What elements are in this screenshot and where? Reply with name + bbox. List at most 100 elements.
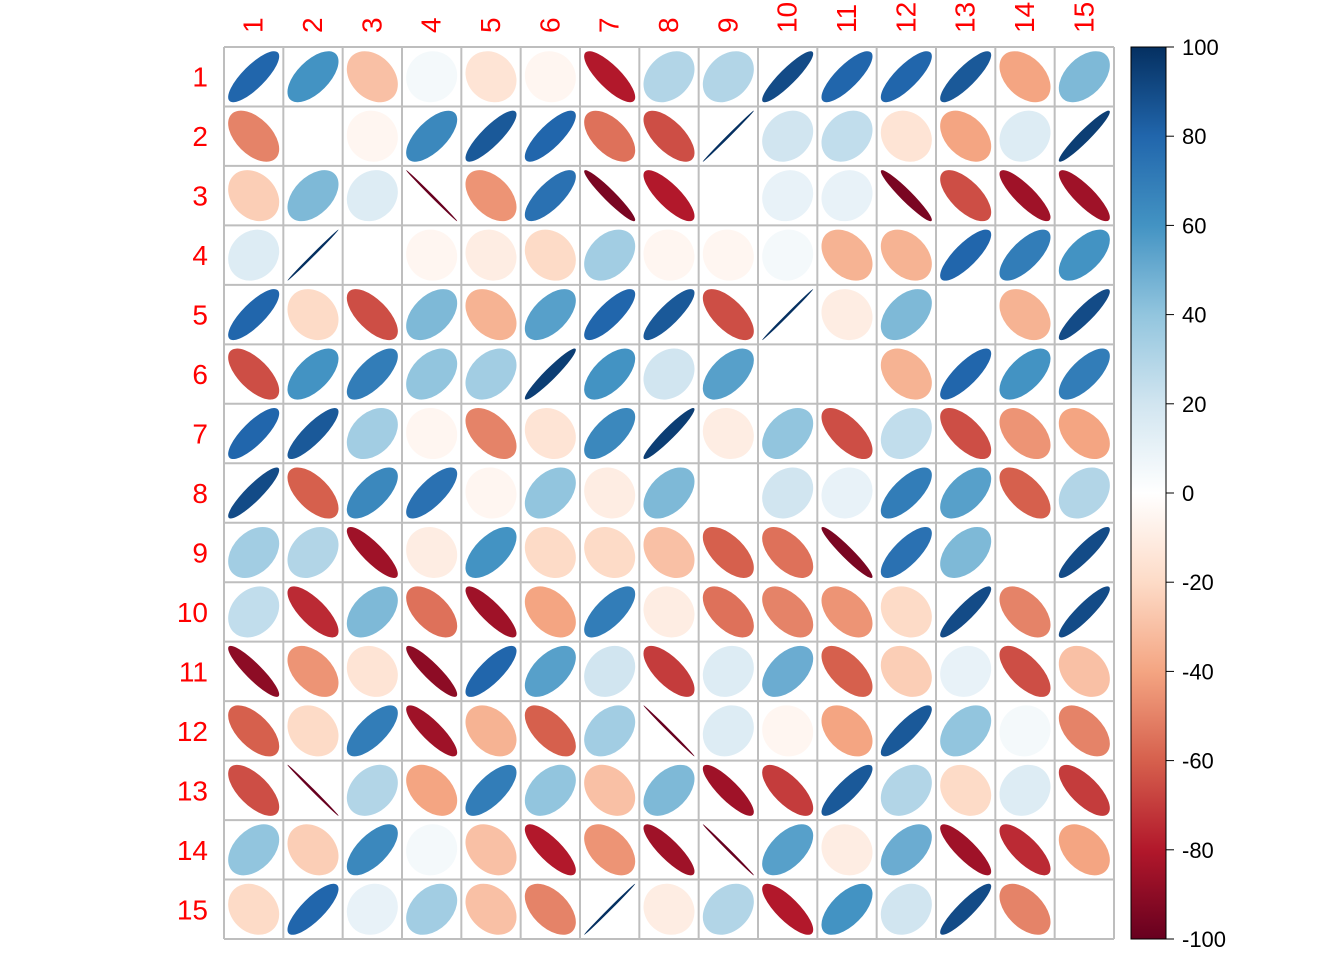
- ellipse-r15-c11: [821, 883, 873, 935]
- ellipse-r3-c12: [880, 170, 932, 222]
- ellipse-r6-c2: [287, 348, 339, 400]
- ellipse-r1-c11: [821, 51, 873, 103]
- ellipse-r5-c2: [287, 289, 339, 341]
- ellipse-r4-c4: [406, 229, 458, 281]
- ellipse-r9-c9: [702, 526, 754, 578]
- ellipse-r12-c4: [406, 705, 458, 757]
- ellipse-r1-c10: [762, 51, 814, 103]
- ellipse-r14-c8: [643, 824, 695, 876]
- ellipse-r5-c6: [524, 289, 576, 341]
- ellipse-r7-c5: [465, 408, 517, 460]
- color-scale-tick-label: -20: [1182, 570, 1214, 595]
- ellipse-r2-c1: [228, 110, 280, 162]
- ellipse-r2-c7: [584, 110, 636, 162]
- ellipse-r15-c10: [762, 883, 814, 935]
- ellipse-r7-c12: [880, 408, 932, 460]
- ellipse-r15-c2: [287, 883, 339, 935]
- column-label: 11: [831, 4, 862, 33]
- ellipse-r10-c14: [999, 586, 1051, 638]
- ellipse-r7-c13: [940, 408, 992, 460]
- ellipse-r12-c13: [940, 705, 992, 757]
- ellipse-r13-c14: [999, 764, 1051, 816]
- ellipse-r8-c7: [584, 467, 636, 519]
- ellipse-r10-c12: [880, 586, 932, 638]
- ellipse-r12-c9: [702, 705, 754, 757]
- ellipse-r5-c13: [940, 289, 992, 341]
- ellipse-r7-c9: [702, 408, 754, 460]
- ellipse-r10-c1: [228, 586, 280, 638]
- ellipse-r12-c11: [821, 705, 873, 757]
- ellipse-r9-c11: [821, 526, 873, 578]
- ellipse-r14-c3: [346, 824, 398, 876]
- row-label: 7: [192, 419, 208, 450]
- ellipse-r3-c6: [524, 170, 576, 222]
- row-label: 15: [177, 894, 208, 925]
- ellipse-r7-c7: [584, 408, 636, 460]
- ellipse-r9-c14: [999, 526, 1051, 578]
- column-label: 12: [890, 2, 921, 33]
- ellipse-r13-c7: [584, 764, 636, 816]
- ellipse-r7-c10: [762, 408, 814, 460]
- ellipse-r8-c3: [346, 467, 398, 519]
- ellipse-r8-c11: [821, 467, 873, 519]
- ellipse-r11-c10: [762, 645, 814, 697]
- ellipse-r5-c1: [228, 289, 280, 341]
- ellipse-r14-c6: [524, 824, 576, 876]
- ellipse-r1-c6: [524, 51, 576, 103]
- ellipse-r10-c15: [1058, 586, 1110, 638]
- ellipse-r2-c6: [524, 110, 576, 162]
- ellipse-r1-c13: [940, 51, 992, 103]
- row-label: 9: [192, 537, 208, 568]
- row-label: 10: [177, 597, 208, 628]
- color-scale-tick-label: 80: [1182, 124, 1206, 149]
- ellipse-r12-c3: [346, 705, 398, 757]
- ellipse-r7-c11: [821, 408, 873, 460]
- ellipse-r2-c8: [643, 110, 695, 162]
- ellipse-r6-c1: [228, 348, 280, 400]
- ellipse-r13-c12: [880, 764, 932, 816]
- ellipse-r15-c15: [1058, 883, 1110, 935]
- ellipse-r10-c10: [762, 586, 814, 638]
- ellipse-r10-c6: [524, 586, 576, 638]
- ellipse-r1-c15: [1058, 51, 1110, 103]
- row-label: 3: [192, 181, 208, 212]
- ellipse-r2-c15: [1058, 110, 1110, 162]
- ellipse-r8-c9: [702, 467, 754, 519]
- color-scale-tick-label: 60: [1182, 213, 1206, 238]
- ellipse-r15-c3: [346, 883, 398, 935]
- ellipse-r1-c4: [406, 51, 458, 103]
- ellipse-r15-c13: [940, 883, 992, 935]
- ellipse-r6-c3: [346, 348, 398, 400]
- ellipse-r7-c14: [999, 408, 1051, 460]
- ellipse-r6-c14: [999, 348, 1051, 400]
- ellipse-r6-c11: [821, 348, 873, 400]
- ellipse-r11-c4: [406, 645, 458, 697]
- ellipse-r1-c1: [228, 51, 280, 103]
- ellipse-r6-c4: [406, 348, 458, 400]
- ellipse-r11-c1: [228, 645, 280, 697]
- ellipse-r6-c6: [524, 348, 576, 400]
- column-label: 9: [712, 17, 743, 33]
- ellipse-r13-c2: [287, 764, 339, 816]
- ellipse-r6-c10: [762, 348, 814, 400]
- ellipse-r4-c9: [702, 229, 754, 281]
- ellipse-r10-c7: [584, 586, 636, 638]
- ellipse-r2-c12: [880, 110, 932, 162]
- ellipse-r9-c12: [880, 526, 932, 578]
- ellipse-r12-c14: [999, 705, 1051, 757]
- ellipse-r5-c12: [880, 289, 932, 341]
- ellipse-r7-c3: [346, 408, 398, 460]
- ellipse-r12-c7: [584, 705, 636, 757]
- ellipse-r15-c5: [465, 883, 517, 935]
- ellipse-r5-c7: [584, 289, 636, 341]
- ellipse-r8-c13: [940, 467, 992, 519]
- ellipse-r3-c13: [940, 170, 992, 222]
- color-legend: 100 80 60 40 20 0 -20 -40 -60 -80 -100: [1130, 35, 1226, 952]
- ellipse-r2-c14: [999, 110, 1051, 162]
- ellipse-r8-c10: [762, 467, 814, 519]
- ellipse-r3-c7: [584, 170, 636, 222]
- ellipse-r9-c4: [406, 526, 458, 578]
- ellipse-r4-c11: [821, 229, 873, 281]
- row-label: 1: [192, 62, 208, 93]
